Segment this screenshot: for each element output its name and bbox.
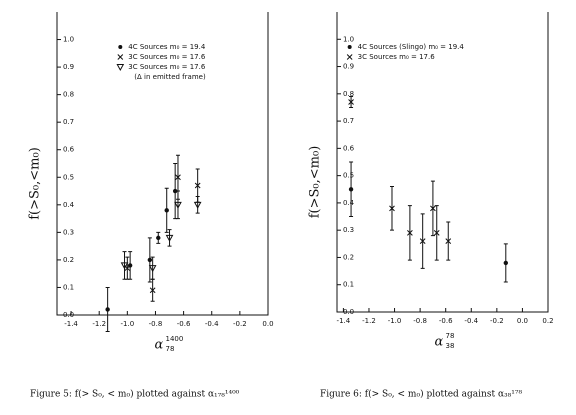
- x-tick-label: -0.6: [177, 320, 191, 328]
- y-tick-label: 0.7: [63, 118, 74, 126]
- figure-caption: Figure 6: f(> S₀, < m₀) plotted against …: [320, 389, 522, 400]
- y-tick-label: 0.1: [63, 283, 74, 291]
- error-bar: [167, 229, 172, 247]
- legend-symbol: [346, 54, 353, 60]
- y-tick-label: 0.3: [63, 228, 74, 236]
- y-tick-label: 0.8: [343, 90, 354, 98]
- point: [165, 234, 174, 242]
- point: [348, 99, 354, 105]
- x-tick-label: -1.4: [337, 317, 351, 325]
- y-tick-label: 0.8: [63, 91, 74, 99]
- y-tick-label: 0.9: [343, 63, 354, 71]
- x-axis-label-sup: 78: [446, 332, 455, 340]
- y-tick-label: 0.2: [343, 253, 354, 261]
- y-tick-label: 0.0: [343, 308, 354, 316]
- x-axis-label-sub: 38: [446, 342, 455, 350]
- point: [105, 307, 110, 312]
- point: [389, 205, 395, 212]
- point: [148, 265, 157, 273]
- y-axis-label: f(>S₀,<m₀): [28, 147, 43, 220]
- point: [149, 287, 156, 294]
- point: [174, 201, 182, 209]
- legend-symbol: [347, 45, 352, 49]
- y-tick-label: 0.3: [343, 226, 354, 234]
- point: [445, 238, 452, 244]
- plot-frame: [336, 12, 549, 313]
- point: [430, 205, 436, 212]
- legend-symbol: [118, 45, 123, 49]
- point: [433, 230, 440, 236]
- x-tick-label: 0.2: [542, 317, 553, 325]
- error-bar: [175, 190, 180, 220]
- point: [175, 174, 181, 181]
- point: [172, 188, 178, 194]
- point: [193, 201, 202, 209]
- legend-label: 3C Sources m₀ = 17.6: [358, 53, 436, 61]
- x-tick-label: -1.0: [388, 317, 402, 325]
- point: [120, 262, 129, 270]
- legend-note: (Δ in emitted frame): [134, 73, 206, 81]
- error-bar: [122, 251, 127, 280]
- legend-label: 3C Sources m₀ = 17.6: [128, 53, 206, 61]
- x-tick-label: 0.0: [262, 320, 273, 328]
- x-tick-label: -0.4: [464, 317, 478, 325]
- y-tick-label: 0.0: [63, 311, 74, 319]
- y-tick-label: 0.5: [63, 173, 74, 181]
- y-tick-label: 0.6: [63, 146, 75, 154]
- figure-caption: Figure 5: f(> S₀, < m₀) plotted against …: [30, 389, 240, 400]
- error-bar: [150, 256, 155, 280]
- point: [407, 230, 413, 236]
- legend-label: 3C Sources m₀ = 17.6: [128, 63, 206, 71]
- y-tick-label: 0.1: [343, 281, 354, 289]
- y-tick-label: 0.4: [343, 199, 355, 207]
- point: [503, 260, 508, 266]
- x-tick-label: 0.0: [517, 317, 528, 325]
- x-axis-label: α: [155, 338, 164, 353]
- legend-symbol: [117, 54, 124, 60]
- x-tick-label: -0.8: [413, 317, 427, 325]
- plot-frame: [56, 12, 269, 316]
- x-tick-label: -1.2: [92, 320, 106, 328]
- x-tick-label: -0.8: [149, 320, 163, 328]
- y-tick-label: 0.9: [63, 63, 74, 71]
- y-tick-label: 0.6: [343, 144, 355, 152]
- y-tick-label: 0.7: [343, 117, 354, 125]
- y-axis-label: f(>S₀,<m₀): [308, 146, 323, 219]
- x-axis-label-sub: 78: [166, 345, 175, 353]
- legend-label: 4C Sources (Slingo) m₀ = 19.4: [358, 43, 465, 51]
- y-tick-label: 1.0: [63, 36, 74, 44]
- point: [156, 235, 161, 241]
- point: [147, 257, 153, 263]
- x-axis-label-sup: 1400: [166, 335, 184, 343]
- x-tick-label: -0.6: [439, 317, 453, 325]
- x-tick-label: -1.2: [362, 317, 376, 325]
- x-tick-label: -1.0: [120, 320, 134, 328]
- legend-symbol: [116, 64, 125, 72]
- point: [348, 187, 354, 192]
- point: [164, 208, 169, 213]
- x-axis-label: α: [435, 335, 444, 350]
- x-tick-label: -0.2: [490, 317, 504, 325]
- y-tick-label: 0.5: [343, 172, 354, 180]
- point: [194, 182, 201, 189]
- point: [419, 238, 426, 244]
- y-tick-label: 0.4: [63, 201, 75, 209]
- y-tick-label: 1.0: [343, 35, 354, 43]
- x-tick-label: -0.2: [233, 320, 247, 328]
- x-tick-label: -0.4: [205, 320, 219, 328]
- legend-label: 4C Sources m₀ = 19.4: [128, 43, 206, 51]
- y-tick-label: 0.2: [63, 256, 74, 264]
- error-bar: [195, 196, 200, 214]
- x-tick-label: -1.4: [64, 320, 78, 328]
